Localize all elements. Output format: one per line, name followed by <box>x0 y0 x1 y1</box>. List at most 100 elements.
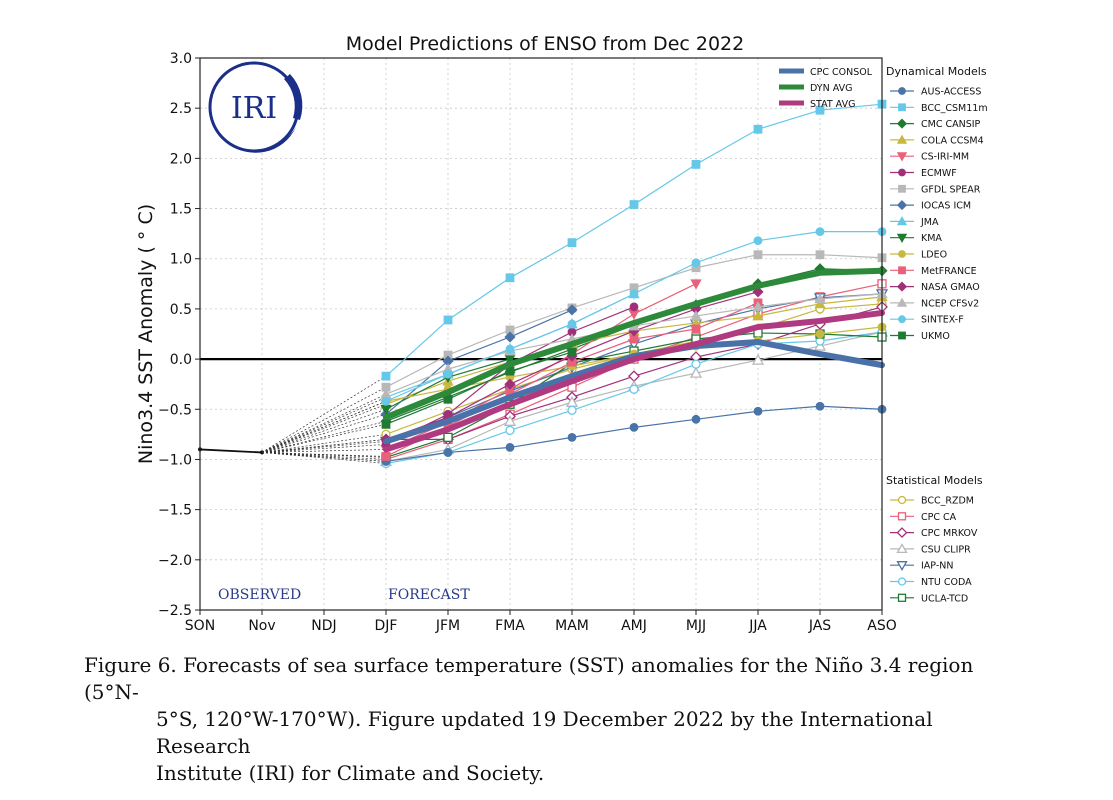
legend-label-bcc-csm11m: BCC_CSM11m <box>921 103 988 114</box>
legend-marker-ucla-tcd <box>897 593 907 602</box>
legend-label-iap-nn: IAP-NN <box>921 561 953 572</box>
caption-line-3: Institute (IRI) for Climate and Society. <box>156 761 545 785</box>
y-axis-label: Nino3.4 SST Anomaly ( ° C) <box>135 204 157 464</box>
point-ncep-cfsv2 <box>690 310 702 321</box>
legend-label-ecmwf: ECMWF <box>921 168 957 179</box>
point-gfdl-spear <box>815 250 825 260</box>
point-sintex-f <box>443 369 453 379</box>
connector-ucla-tcd <box>261 452 387 458</box>
legend-marker-cmc-cansip <box>896 118 908 129</box>
y-axis-ticks: 3.0 2.5 2.0 1.5 1.0 0.5 0.0 −0.5 −1.0 −1.5 −2.0 −2.… <box>158 51 200 619</box>
point-csu-clipr <box>503 414 517 426</box>
caption-line-1: Figure 6. Forecasts of sea surface tempe… <box>84 653 974 704</box>
x-tick-label: DJF <box>375 618 398 634</box>
y-tick-label: 2.0 <box>170 151 192 167</box>
legend-marker-cpc-ca <box>897 512 907 521</box>
legend-marker-gfdl-spear <box>898 184 906 193</box>
averages-legend: CPC CONSOL DYN AVG STAT AVG <box>779 67 873 110</box>
point-cpc-mrkov <box>628 370 640 383</box>
point-aus-access <box>505 443 515 452</box>
point-ntu-coda <box>691 359 701 369</box>
legend-label-cmc-cansip: CMC CANSIP <box>921 119 981 130</box>
legend-label-ncep-cfsv2: NCEP CFSv2 <box>921 298 979 309</box>
legend-label-ukmo: UKMO <box>921 331 950 342</box>
legend-label-metfrance: MetFRANCE <box>921 266 977 277</box>
iri-logo: IRI <box>208 61 303 153</box>
legend-label-cola-ccsm4: COLA CCSM4 <box>921 135 984 146</box>
connector-iocas-icm <box>261 413 387 453</box>
y-tick-label: −0.5 <box>158 402 192 418</box>
y-tick-label: 0.0 <box>170 352 192 368</box>
point-ldeo <box>815 329 825 339</box>
observed-label: OBSERVED <box>218 587 301 603</box>
legend-marker-ecmwf <box>898 168 906 177</box>
point-gfdl-spear <box>753 250 763 260</box>
point-sintex-f <box>815 227 825 237</box>
legend-marker-kma <box>896 233 908 244</box>
y-tick-label: −1.0 <box>158 452 192 468</box>
figure-caption: Figure 6. Forecasts of sea surface tempe… <box>84 652 1024 787</box>
legend-marker-cs-iri-mm <box>896 152 908 162</box>
iri-logo-swoosh-right <box>284 74 303 120</box>
x-tick-label: MJJ <box>686 618 706 634</box>
point-ntu-coda <box>629 384 639 394</box>
point-csu-clipr <box>689 366 703 378</box>
point-ukmo <box>381 419 391 429</box>
legend-label-ldeo: LDEO <box>921 250 947 261</box>
point-cola-ccsm4 <box>752 310 764 321</box>
point-cola-ccsm4 <box>814 298 826 309</box>
connector-ecmwf <box>261 444 387 453</box>
x-tick-label: JFM <box>435 618 460 634</box>
legend-label-ucla-tcd: UCLA-TCD <box>921 593 968 604</box>
point-aus-access <box>753 406 763 416</box>
legend-marker-ldeo <box>898 250 906 258</box>
legend-label-gfdl-spear: GFDL SPEAR <box>921 184 981 195</box>
x-tick-label: ASO <box>867 618 896 634</box>
legend-label-bcc-rzdm: BCC_RZDM <box>921 496 974 507</box>
point-iocas-icm <box>566 304 578 316</box>
legend-label-cpc-consol: CPC CONSOL <box>810 67 873 78</box>
connector-jma <box>261 396 387 453</box>
legend-label-sintex-f: SINTEX-F <box>921 315 964 326</box>
avg-line-dyn-avg <box>383 267 885 421</box>
x-tick-label: MAM <box>555 618 589 634</box>
legend-marker-iocas-icm <box>896 200 908 211</box>
connector-ntu-coda <box>261 452 387 464</box>
legend-label-cs-iri-mm: CS-IRI-MM <box>921 152 969 163</box>
legend-marker-nasa-gmao <box>896 281 908 292</box>
point-bcc-csm11m <box>753 124 763 134</box>
legend-marker-cpc-mrkov <box>896 527 908 539</box>
connector-bcc-rzdm <box>261 434 387 453</box>
point-sintex-f <box>381 396 391 406</box>
point-iocas-icm <box>504 331 516 343</box>
point-sintex-f <box>753 236 763 246</box>
legend-marker-ncep-cfsv2 <box>896 297 908 307</box>
series-ukmo <box>381 347 577 429</box>
legend-label-cpc-ca: CPC CA <box>921 512 957 523</box>
y-tick-label: 1.0 <box>170 252 192 268</box>
legend-label-csu-clipr: CSU CLIPR <box>921 544 971 555</box>
series-aus-access <box>381 401 887 466</box>
point-bcc-csm11m <box>381 371 391 381</box>
x-tick-label: AMJ <box>621 618 647 634</box>
point-ntu-coda <box>567 405 577 415</box>
x-tick-label: NDJ <box>311 618 336 634</box>
legend-title: Statistical Models <box>886 474 983 487</box>
point-ncep-cfsv2 <box>752 301 764 312</box>
y-tick-label: −1.5 <box>158 503 192 519</box>
connector-ncep-cfsv2 <box>261 393 387 453</box>
point-aus-access <box>815 401 825 411</box>
series-sintex-f <box>381 227 887 406</box>
y-tick-label: 0.5 <box>170 302 192 318</box>
avg-line-stat-avg <box>383 309 885 453</box>
point-metfrance <box>381 452 391 461</box>
x-tick-label: JJA <box>748 618 767 634</box>
point-ncep-cfsv2 <box>814 293 826 304</box>
connector-bcc-csm11m <box>261 375 387 453</box>
x-tick-label: Nov <box>248 618 275 634</box>
legend-label-dyn-avg: DYN AVG <box>810 83 852 94</box>
x-tick-label: FMA <box>495 618 525 634</box>
y-tick-label: 1.5 <box>170 202 192 218</box>
dynamical-legend: Dynamical Models AUS-ACCESS BCC_CSM11m CMC … <box>886 65 988 342</box>
